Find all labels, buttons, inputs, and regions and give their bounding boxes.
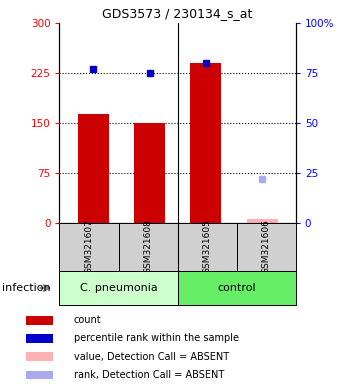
Text: GSM321605: GSM321605 <box>203 219 212 274</box>
Text: rank, Detection Call = ABSENT: rank, Detection Call = ABSENT <box>74 370 224 380</box>
Bar <box>27 334 53 343</box>
Bar <box>78 114 109 223</box>
Bar <box>59 271 177 305</box>
Text: count: count <box>74 315 102 325</box>
Text: infection: infection <box>2 283 50 293</box>
Bar <box>190 63 221 223</box>
Text: GSM321606: GSM321606 <box>262 219 271 274</box>
Bar <box>59 223 119 271</box>
Text: GSM321608: GSM321608 <box>143 219 153 274</box>
Text: value, Detection Call = ABSENT: value, Detection Call = ABSENT <box>74 352 229 362</box>
Text: control: control <box>217 283 256 293</box>
Bar <box>27 316 53 324</box>
Text: percentile rank within the sample: percentile rank within the sample <box>74 333 239 343</box>
Bar <box>134 123 165 223</box>
Title: GDS3573 / 230134_s_at: GDS3573 / 230134_s_at <box>102 7 253 20</box>
Bar <box>177 223 237 271</box>
Text: C. pneumonia: C. pneumonia <box>80 283 157 293</box>
Bar <box>237 223 296 271</box>
Bar <box>27 352 53 361</box>
Bar <box>27 371 53 379</box>
Text: GSM321607: GSM321607 <box>85 219 94 274</box>
Bar <box>246 219 277 223</box>
Bar <box>177 271 296 305</box>
Bar <box>119 223 177 271</box>
